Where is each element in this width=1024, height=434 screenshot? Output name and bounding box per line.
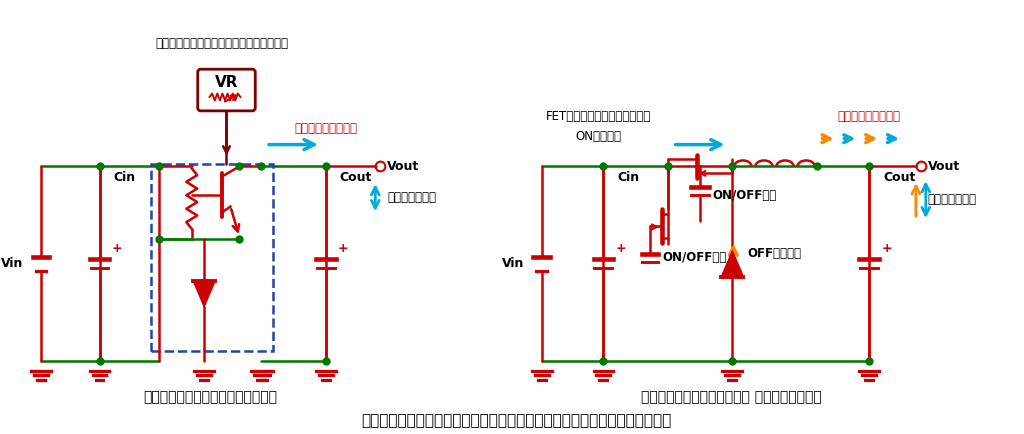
Text: ON/OFF信号: ON/OFF信号	[662, 251, 726, 264]
Text: ON時流れる: ON時流れる	[575, 130, 622, 143]
Text: Cout: Cout	[340, 171, 372, 184]
Bar	[152, 164, 273, 351]
Text: Vout: Vout	[928, 160, 961, 173]
Text: +: +	[882, 242, 892, 255]
Text: リップル電流大: リップル電流大	[928, 193, 977, 206]
Text: Vout: Vout	[387, 160, 420, 173]
Text: リップル電流小: リップル電流小	[387, 191, 436, 204]
Text: スイッチング電源（非絶縁型 降圧コンバータ）: スイッチング電源（非絶縁型 降圧コンバータ）	[641, 391, 821, 404]
Text: Cin: Cin	[114, 171, 135, 184]
Text: トランジスタは可変抵抗の様な働きをする: トランジスタは可変抵抗の様な働きをする	[155, 37, 288, 50]
Text: Vin: Vin	[502, 257, 524, 270]
Text: +: +	[112, 242, 122, 255]
Text: Cin: Cin	[617, 171, 639, 184]
FancyBboxPatch shape	[198, 69, 255, 111]
Polygon shape	[722, 251, 743, 276]
Text: リニア電源（三端子レギュレータ）: リニア電源（三端子レギュレータ）	[143, 391, 278, 404]
Text: OFF時流れる: OFF時流れる	[748, 247, 801, 260]
Polygon shape	[194, 281, 215, 307]
Text: 電流は断続性がある: 電流は断続性がある	[838, 110, 900, 123]
Text: VR: VR	[215, 75, 239, 89]
Text: +: +	[338, 242, 348, 255]
Text: FETはスイッチング動作を行う: FETはスイッチング動作を行う	[546, 110, 651, 123]
Text: 電流は連続性がある: 電流は連続性がある	[294, 122, 357, 135]
Text: ON/OFF信号: ON/OFF信号	[712, 189, 776, 202]
Text: Vin: Vin	[1, 257, 24, 270]
Text: Cout: Cout	[883, 171, 915, 184]
Text: +: +	[615, 242, 626, 255]
Text: リニア電源に比べ、スイッチング電源はコンデンサのリップル電流が大きい: リニア電源に比べ、スイッチング電源はコンデンサのリップル電流が大きい	[361, 413, 672, 428]
